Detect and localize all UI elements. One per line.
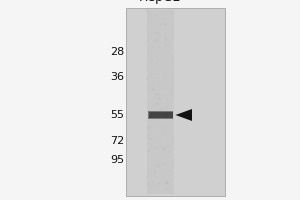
Circle shape xyxy=(172,170,173,171)
Bar xyxy=(148,111,173,119)
Circle shape xyxy=(166,108,168,109)
Circle shape xyxy=(172,104,174,105)
Circle shape xyxy=(153,71,154,72)
Circle shape xyxy=(146,43,148,44)
Circle shape xyxy=(156,124,157,125)
Circle shape xyxy=(166,183,168,184)
Circle shape xyxy=(161,45,164,47)
Circle shape xyxy=(171,97,172,98)
Circle shape xyxy=(166,188,168,189)
Circle shape xyxy=(158,98,160,99)
Circle shape xyxy=(150,74,152,76)
Circle shape xyxy=(166,39,167,40)
Circle shape xyxy=(162,148,165,150)
Circle shape xyxy=(160,80,163,81)
Circle shape xyxy=(162,140,164,141)
Circle shape xyxy=(160,146,161,147)
Circle shape xyxy=(163,24,166,25)
Circle shape xyxy=(164,142,165,143)
Circle shape xyxy=(151,117,152,118)
Circle shape xyxy=(163,134,164,135)
Circle shape xyxy=(156,32,158,33)
Circle shape xyxy=(154,84,158,86)
Circle shape xyxy=(171,52,174,53)
Circle shape xyxy=(173,172,174,173)
Text: 36: 36 xyxy=(110,72,124,82)
Circle shape xyxy=(154,70,156,71)
Circle shape xyxy=(146,30,148,32)
Circle shape xyxy=(149,97,152,98)
Text: 55: 55 xyxy=(110,110,124,120)
Circle shape xyxy=(152,88,154,89)
Circle shape xyxy=(171,154,172,155)
Circle shape xyxy=(154,57,156,58)
Circle shape xyxy=(148,50,150,51)
Circle shape xyxy=(148,150,150,152)
Bar xyxy=(148,112,172,118)
Circle shape xyxy=(169,116,171,117)
Bar xyxy=(126,8,225,196)
Circle shape xyxy=(151,116,154,118)
Circle shape xyxy=(169,151,170,152)
Bar xyxy=(147,10,174,194)
Circle shape xyxy=(146,78,148,79)
Circle shape xyxy=(166,38,167,39)
Circle shape xyxy=(166,31,168,32)
Circle shape xyxy=(157,165,159,166)
Circle shape xyxy=(156,94,159,96)
Circle shape xyxy=(158,10,159,11)
Circle shape xyxy=(160,62,161,63)
Text: 72: 72 xyxy=(110,136,124,146)
Circle shape xyxy=(162,31,163,32)
Text: HepG2: HepG2 xyxy=(139,0,182,4)
Circle shape xyxy=(167,127,169,128)
Circle shape xyxy=(157,33,158,34)
Circle shape xyxy=(159,38,160,39)
Text: 95: 95 xyxy=(110,155,124,165)
Circle shape xyxy=(152,15,155,17)
Circle shape xyxy=(147,95,149,97)
Circle shape xyxy=(150,58,153,60)
Circle shape xyxy=(153,130,156,131)
Polygon shape xyxy=(176,109,192,121)
Circle shape xyxy=(157,113,158,114)
Text: 28: 28 xyxy=(110,47,124,57)
Circle shape xyxy=(162,92,164,93)
Circle shape xyxy=(172,104,174,105)
Circle shape xyxy=(164,167,166,168)
Circle shape xyxy=(147,135,149,136)
Circle shape xyxy=(166,182,169,183)
Circle shape xyxy=(160,108,162,110)
Circle shape xyxy=(160,24,161,25)
Circle shape xyxy=(149,40,151,41)
Circle shape xyxy=(156,40,159,41)
Circle shape xyxy=(151,104,153,105)
Circle shape xyxy=(172,43,175,44)
Circle shape xyxy=(173,166,175,167)
Circle shape xyxy=(147,10,149,12)
Circle shape xyxy=(155,103,158,105)
